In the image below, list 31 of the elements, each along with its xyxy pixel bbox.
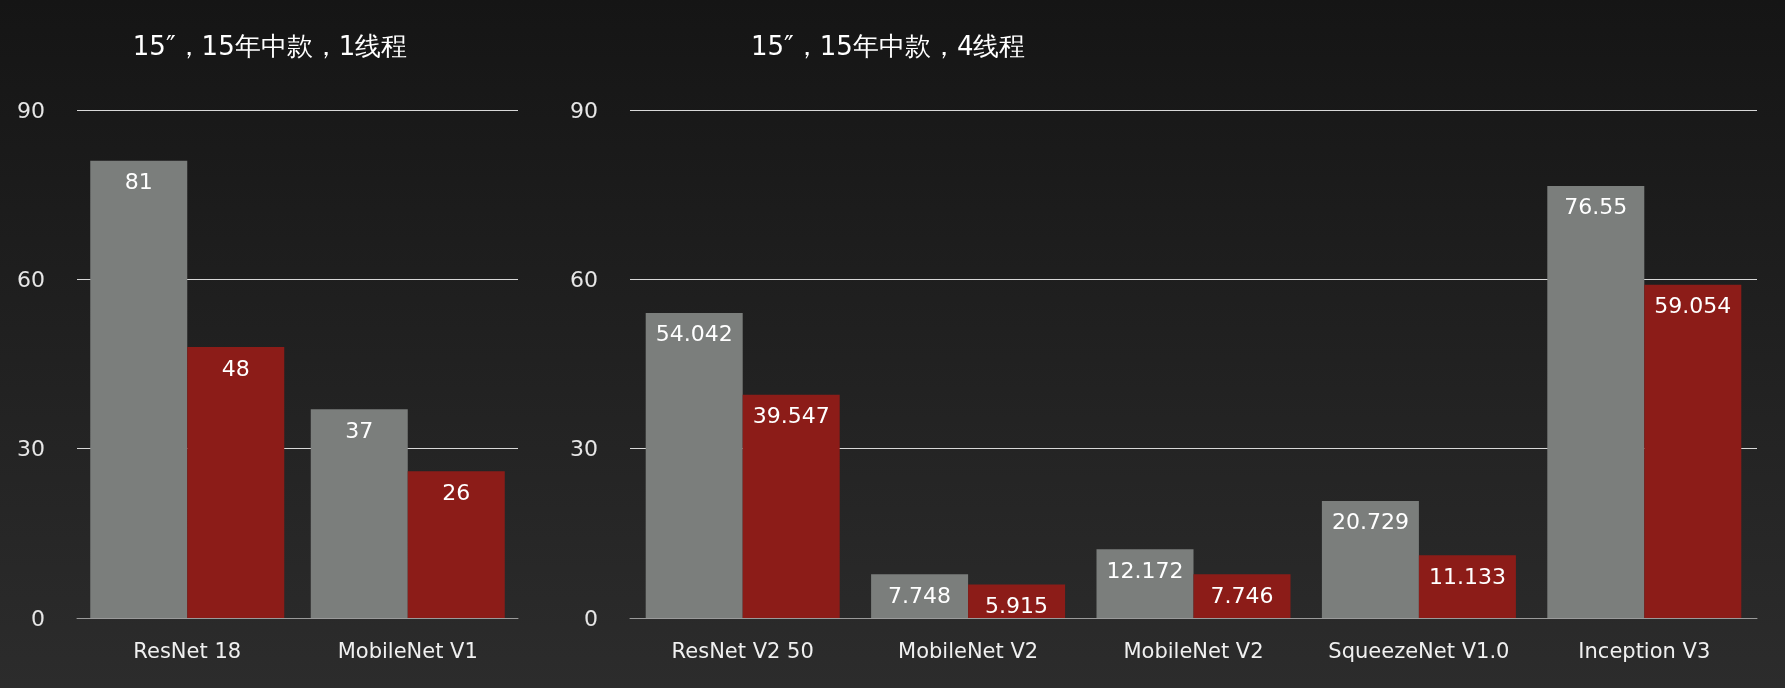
data-label: 11.133 [1428,563,1506,589]
data-label: 39.547 [752,403,830,429]
data-label: 54.042 [655,321,733,347]
y-tick-label: 30 [570,436,598,462]
y-tick-label: 0 [31,605,45,631]
x-tick-label: ResNet V2 50 [671,638,814,663]
data-label: 59.054 [1654,293,1732,319]
y-tick-label: 0 [584,605,598,631]
data-label: 5.915 [985,593,1049,619]
data-label: 26 [442,479,471,505]
data-label: 76.55 [1564,194,1628,220]
x-tick-label: Inception V3 [1578,638,1711,663]
data-label: 81 [124,169,153,195]
x-tick-label: ResNet 18 [133,638,242,663]
chart-title: 15″，15年中款，1线程 [132,31,408,61]
y-tick-label: 90 [17,97,45,123]
x-tick-label: MobileNet V1 [337,638,478,663]
x-tick-label: MobileNet V2 [898,638,1039,663]
y-tick-label: 90 [570,97,598,123]
data-label: 12.172 [1106,557,1184,583]
data-label: 7.748 [888,582,952,608]
data-label: 37 [345,417,374,443]
data-label: 48 [221,355,250,381]
x-tick-label: MobileNet V2 [1123,638,1264,663]
data-label: 20.729 [1331,509,1409,535]
data-label: 7.746 [1210,582,1274,608]
y-tick-label: 60 [570,266,598,292]
chart-title: 15″，15年中款，4线程 [751,31,1026,61]
x-tick-label: SqueezeNet V1.0 [1328,638,1510,663]
y-tick-label: 30 [17,436,45,462]
y-tick-label: 60 [17,266,45,292]
